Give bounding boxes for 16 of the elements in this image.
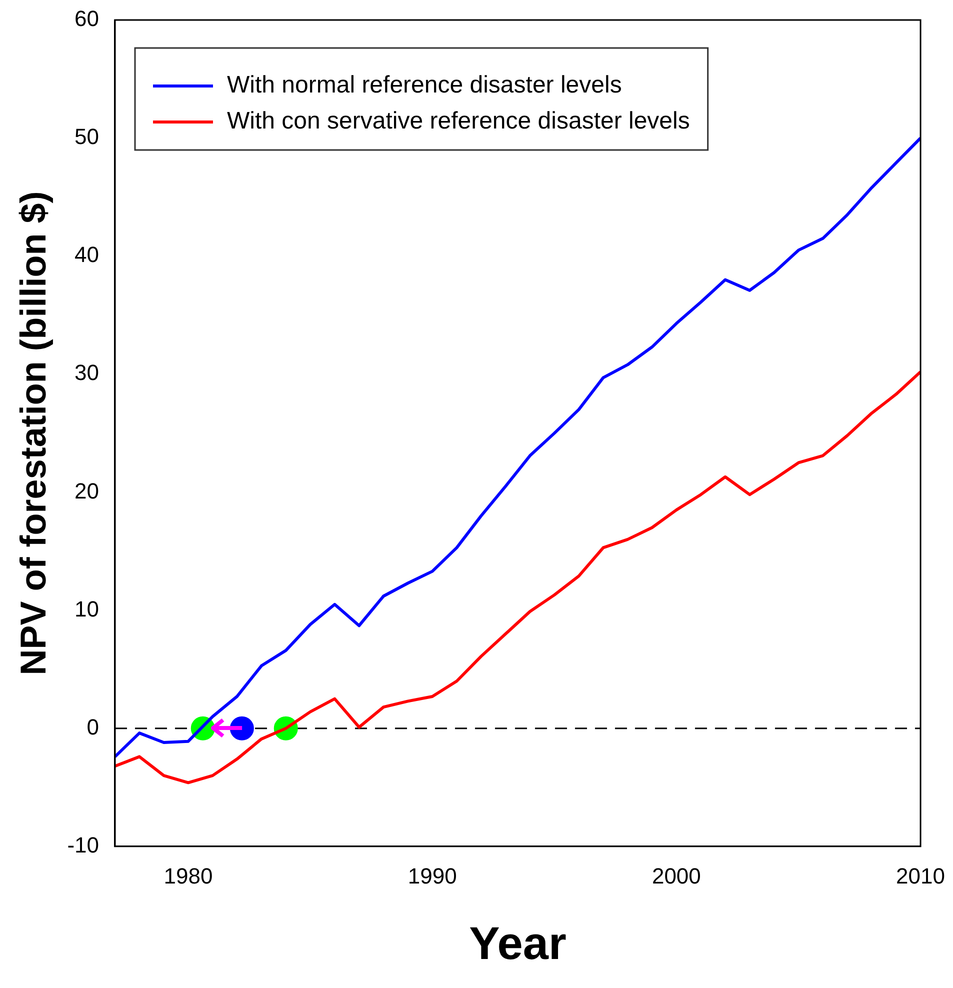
x-tick-label: 2010	[896, 864, 946, 889]
x-tick-label: 1990	[408, 864, 457, 889]
x-axis-title: Year	[469, 917, 566, 970]
y-tick-label: 0	[86, 714, 99, 740]
y-tick-label: 30	[74, 360, 99, 386]
legend-label: With con servative reference disaster levels	[226, 108, 690, 135]
x-tick-label: 2000	[652, 864, 701, 889]
y-tick-label: 60	[74, 6, 99, 32]
y-tick-label: 20	[74, 478, 99, 504]
y-tick-label: 40	[74, 242, 99, 268]
legend-label: With normal reference disaster levels	[226, 72, 622, 99]
y-tick-label: 10	[74, 596, 99, 622]
x-tick-label: 1980	[164, 864, 213, 889]
y-axis-title: NPV of forestation (billion $)	[12, 191, 54, 676]
y-tick-label: 50	[74, 124, 99, 150]
y-tick-label: -10	[67, 832, 99, 858]
